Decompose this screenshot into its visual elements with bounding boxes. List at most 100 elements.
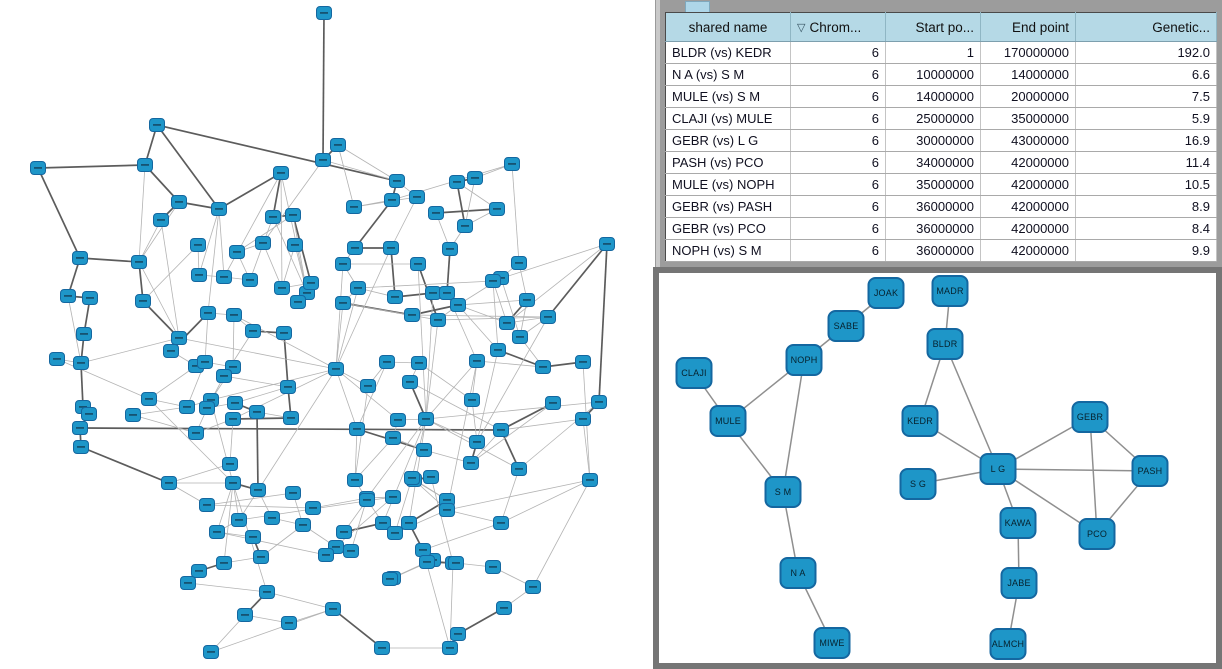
network-node[interactable] [499, 316, 515, 330]
graph-node-almch[interactable]: ALMCH [989, 628, 1027, 660]
network-node[interactable] [442, 242, 458, 256]
network-node[interactable] [245, 324, 261, 338]
network-node[interactable] [575, 412, 591, 426]
network-node[interactable] [72, 421, 88, 435]
column-header-startpo[interactable]: Start po... [885, 12, 981, 42]
network-node[interactable] [485, 274, 501, 288]
network-node[interactable] [575, 355, 591, 369]
network-node[interactable] [439, 286, 455, 300]
network-node[interactable] [283, 411, 299, 425]
network-node[interactable] [199, 498, 215, 512]
network-node[interactable] [511, 462, 527, 476]
network-node[interactable] [343, 544, 359, 558]
network-node[interactable] [137, 158, 153, 172]
network-node[interactable] [335, 296, 351, 310]
network-node[interactable] [82, 291, 98, 305]
network-node[interactable] [389, 174, 405, 188]
network-node[interactable] [404, 308, 420, 322]
network-node[interactable] [325, 602, 341, 616]
network-node[interactable] [385, 431, 401, 445]
network-node[interactable] [591, 395, 607, 409]
network-node[interactable] [242, 273, 258, 287]
overview-network-canvas[interactable] [0, 0, 652, 669]
network-node[interactable] [72, 251, 88, 265]
network-node[interactable] [30, 161, 46, 175]
network-node[interactable] [599, 237, 615, 251]
network-node[interactable] [418, 412, 434, 426]
network-node[interactable] [330, 138, 346, 152]
network-node[interactable] [163, 344, 179, 358]
network-node[interactable] [316, 6, 332, 20]
graph-node-kawa[interactable]: KAWA [999, 507, 1037, 539]
network-node[interactable] [511, 256, 527, 270]
column-header-chrom[interactable]: ▽ Chrom... [790, 12, 886, 42]
graph-node-lg[interactable]: L G [979, 453, 1017, 485]
network-node[interactable] [259, 585, 275, 599]
network-node[interactable] [402, 375, 418, 389]
network-node[interactable] [401, 516, 417, 530]
network-node[interactable] [490, 343, 506, 357]
network-node[interactable] [216, 369, 232, 383]
network-node[interactable] [449, 175, 465, 189]
network-node[interactable] [350, 281, 366, 295]
network-node[interactable] [203, 645, 219, 659]
network-node[interactable] [227, 396, 243, 410]
network-node[interactable] [280, 380, 296, 394]
network-node[interactable] [265, 210, 281, 224]
network-node[interactable] [448, 556, 464, 570]
network-node[interactable] [489, 202, 505, 216]
network-node[interactable] [199, 401, 215, 415]
network-node[interactable] [387, 526, 403, 540]
network-node[interactable] [315, 153, 331, 167]
graph-node-sabe[interactable]: SABE [827, 310, 865, 342]
network-node[interactable] [390, 413, 406, 427]
network-node[interactable] [457, 219, 473, 233]
network-node[interactable] [328, 362, 344, 376]
network-node[interactable] [463, 456, 479, 470]
network-node[interactable] [49, 352, 65, 366]
network-node[interactable] [253, 550, 269, 564]
network-node[interactable] [191, 268, 207, 282]
network-node[interactable] [493, 516, 509, 530]
network-node[interactable] [153, 213, 169, 227]
network-node[interactable] [512, 330, 528, 344]
network-node[interactable] [245, 530, 261, 544]
network-node[interactable] [274, 281, 290, 295]
table-row[interactable]: GEBR (vs) L G 6 30000000 43000000 16.9 [665, 129, 1217, 152]
network-node[interactable] [425, 286, 441, 300]
network-node[interactable] [180, 576, 196, 590]
network-node[interactable] [450, 627, 466, 641]
network-node[interactable] [249, 405, 265, 419]
graph-edge[interactable] [997, 468, 1151, 472]
graph-node-gebr[interactable]: GEBR [1071, 401, 1109, 433]
network-node[interactable] [276, 326, 292, 340]
network-node[interactable] [469, 354, 485, 368]
network-node[interactable] [197, 355, 213, 369]
graph-edge[interactable] [1089, 416, 1098, 535]
network-node[interactable] [76, 327, 92, 341]
network-node[interactable] [81, 407, 97, 421]
network-node[interactable] [582, 473, 598, 487]
network-node[interactable] [273, 166, 289, 180]
graph-node-sm[interactable]: S M [764, 476, 802, 508]
network-node[interactable] [231, 513, 247, 527]
network-node[interactable] [229, 245, 245, 259]
network-node[interactable] [439, 503, 455, 517]
graph-node-miwe[interactable]: MIWE [813, 627, 851, 659]
network-node[interactable] [349, 422, 365, 436]
network-node[interactable] [430, 313, 446, 327]
network-node[interactable] [287, 238, 303, 252]
network-node[interactable] [493, 423, 509, 437]
network-node[interactable] [141, 392, 157, 406]
network-node[interactable] [131, 255, 147, 269]
network-node[interactable] [384, 193, 400, 207]
network-node[interactable] [171, 331, 187, 345]
network-node[interactable] [419, 555, 435, 569]
network-node[interactable] [347, 241, 363, 255]
network-node[interactable] [469, 435, 485, 449]
network-node[interactable] [382, 572, 398, 586]
network-node[interactable] [295, 518, 311, 532]
network-node[interactable] [525, 580, 541, 594]
network-node[interactable] [423, 470, 439, 484]
network-node[interactable] [161, 476, 177, 490]
